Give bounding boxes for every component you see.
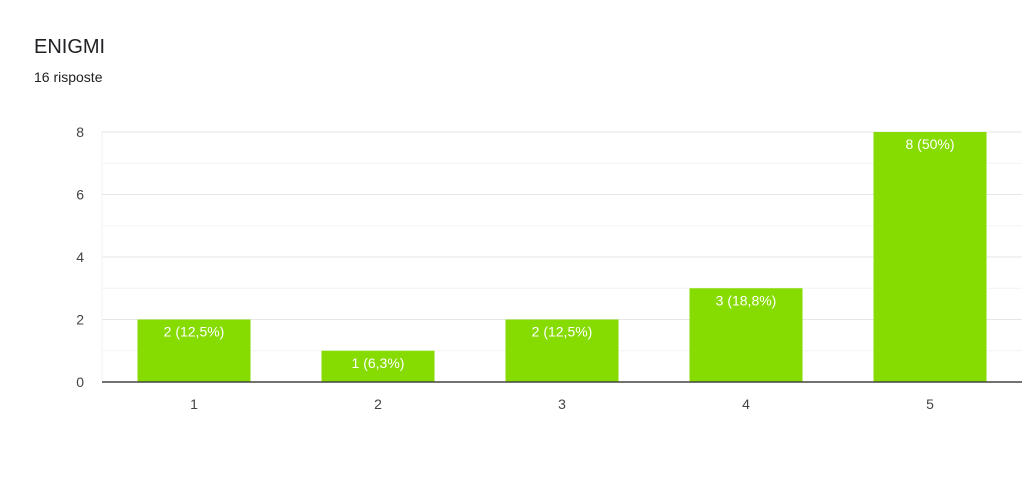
y-tick-label: 2 [76,312,84,328]
x-tick-label: 3 [558,396,566,412]
bar-data-label: 2 (12,5%) [532,324,593,340]
y-tick-label: 6 [76,187,84,203]
bar-data-label: 2 (12,5%) [164,324,225,340]
response-count: 16 risposte [34,69,103,85]
chart-title: ENIGMI [34,36,106,58]
bar [321,350,435,382]
x-tick-label: 5 [926,396,934,412]
x-tick-label: 1 [190,396,198,412]
bar [137,319,251,382]
bar-data-label: 3 (18,8%) [716,292,777,308]
bar [505,319,619,382]
bar-data-label: 1 (6,3%) [352,355,405,371]
bar [873,132,987,382]
x-tick-label: 4 [742,396,750,412]
bar-data-label: 8 (50%) [905,136,954,152]
y-tick-label: 8 [76,124,84,140]
x-tick-label: 2 [374,396,382,412]
y-tick-label: 0 [76,374,84,390]
bar [689,288,803,382]
y-tick-label: 4 [76,249,84,265]
